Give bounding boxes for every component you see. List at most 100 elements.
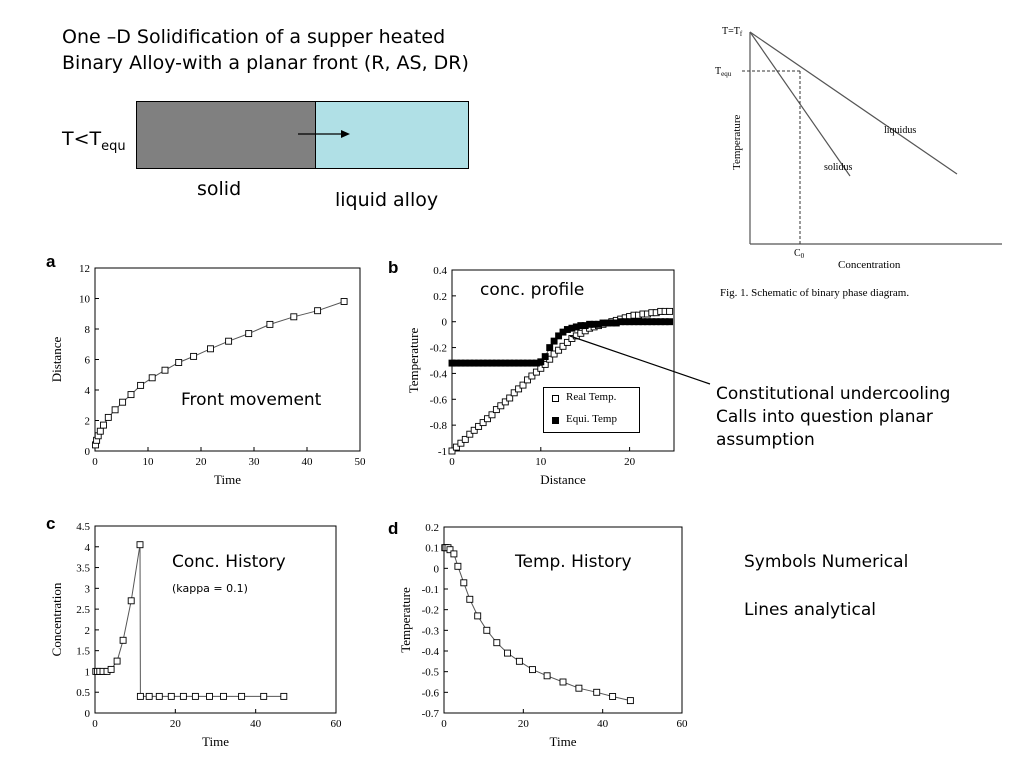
liquidus-line — [749, 31, 958, 175]
data-point — [145, 692, 153, 700]
data-point — [104, 413, 112, 421]
x-tick-label: 60 — [331, 718, 343, 730]
chart-conc-history: 0 20 40 60 0 0.5 1 1.5 2 2.5 3 3.5 4 4.5 Time Concentra… — [49, 521, 343, 749]
c0-label: C0 — [794, 248, 805, 260]
y-tick-label: 12 — [79, 263, 90, 275]
plot-frame — [443, 526, 683, 714]
data-point — [510, 389, 518, 397]
plot-frame — [94, 267, 361, 452]
y-tick-label: 1 — [85, 666, 91, 678]
data-point — [96, 427, 104, 435]
data-point — [450, 550, 458, 558]
y-tick-label: 4.5 — [76, 521, 90, 533]
data-point — [504, 649, 511, 657]
data-point — [492, 406, 500, 414]
front-direction-arrow — [298, 130, 350, 138]
y-tick-label: 0.5 — [76, 687, 90, 699]
data-point — [290, 313, 298, 321]
x-tick-label: 0 — [449, 456, 455, 468]
legend-equi-temp-marker — [552, 417, 559, 424]
x-tick-label: 10 — [143, 456, 155, 468]
solidus-label: solidus — [824, 162, 852, 173]
x-tick-label: 20 — [624, 456, 636, 468]
data-point — [225, 337, 233, 345]
front-movement-label: Front movement — [181, 390, 322, 410]
x-tick-label: 10 — [535, 456, 547, 468]
data-point — [175, 359, 183, 366]
y-tick-label: -0.4 — [422, 646, 440, 658]
data-point — [474, 612, 482, 620]
data-point — [446, 546, 454, 554]
data-point — [575, 684, 583, 692]
data-point — [260, 692, 268, 700]
conc-history-label: Conc. History — [172, 552, 286, 572]
x-tick-label: 0 — [92, 718, 98, 730]
symbols-note: Symbols Numerical — [744, 552, 909, 572]
liquid-region — [315, 101, 469, 169]
data-point — [529, 666, 536, 674]
data-point — [454, 562, 462, 570]
data-point — [519, 381, 527, 389]
data-point — [111, 406, 119, 414]
data-point — [266, 320, 274, 328]
data-point — [528, 372, 536, 380]
y-tick-label: 10 — [79, 294, 91, 306]
y-tick-label: -0.7 — [422, 708, 440, 720]
y-tick-label: 2.5 — [76, 604, 90, 616]
y-tick-label: 2 — [85, 625, 91, 637]
data-point — [136, 541, 144, 549]
data-point — [501, 398, 509, 406]
x-tick-label: 20 — [196, 456, 208, 468]
data-point — [238, 692, 246, 700]
panel-letter-b: b — [388, 258, 399, 277]
chart-conc-profile: 0 10 20 -1 -0.8 -0.6 -0.4 -0.2 0 0.2 0.4 Distance Te… — [406, 265, 675, 487]
lines-note: Lines analytical — [744, 600, 876, 620]
y-tick-label: -0.2 — [430, 343, 447, 355]
data-point — [136, 692, 144, 700]
data-point — [280, 692, 288, 700]
data-point — [207, 345, 214, 353]
y-tick-label: 0.1 — [425, 543, 439, 555]
data-point — [460, 579, 468, 587]
plot-frame — [94, 525, 337, 714]
data-point — [466, 595, 474, 603]
data-point — [626, 697, 634, 705]
data-point-filled — [537, 358, 545, 366]
y-tick-label: 4 — [85, 542, 91, 554]
x-tick-label: 30 — [249, 456, 261, 468]
data-point — [515, 385, 523, 393]
y-tick-label: -0.2 — [422, 605, 439, 617]
y-tick-label: -0.1 — [422, 584, 439, 596]
y-axis-label: Temperature — [406, 328, 421, 394]
tf-label: T=Tf — [722, 26, 743, 38]
x-axis-label: Time — [202, 734, 229, 749]
liquid-alloy-label: liquid alloy — [335, 189, 439, 211]
data-point — [559, 678, 567, 686]
x-tick-label: 20 — [170, 718, 182, 730]
panel-letter-d: d — [388, 519, 399, 538]
data-point — [666, 307, 674, 315]
x-tick-label: 0 — [441, 718, 447, 730]
data-point — [524, 376, 531, 384]
data-point — [119, 636, 127, 644]
x-tick-label: 60 — [677, 718, 689, 730]
data-point — [543, 672, 551, 680]
data-point — [314, 307, 322, 315]
y-tick-label: 0 — [434, 563, 440, 575]
data-point — [457, 439, 465, 447]
y-tick-label: 0.2 — [433, 291, 447, 303]
y-tick-label: 6 — [85, 355, 91, 367]
legend-real-temp-marker — [552, 395, 559, 402]
x-tick-label: 50 — [355, 456, 367, 468]
y-tick-label: 3.5 — [76, 563, 90, 575]
data-point — [470, 426, 478, 434]
y-tick-label: -0.5 — [422, 667, 440, 679]
data-point — [497, 402, 505, 410]
data-point — [563, 338, 571, 346]
data-point — [555, 346, 563, 354]
data-point — [537, 364, 545, 372]
data-point — [515, 657, 523, 665]
data-point — [113, 657, 121, 665]
y-tick-label: 3 — [85, 583, 91, 595]
y-tick-label: 4 — [85, 385, 91, 397]
